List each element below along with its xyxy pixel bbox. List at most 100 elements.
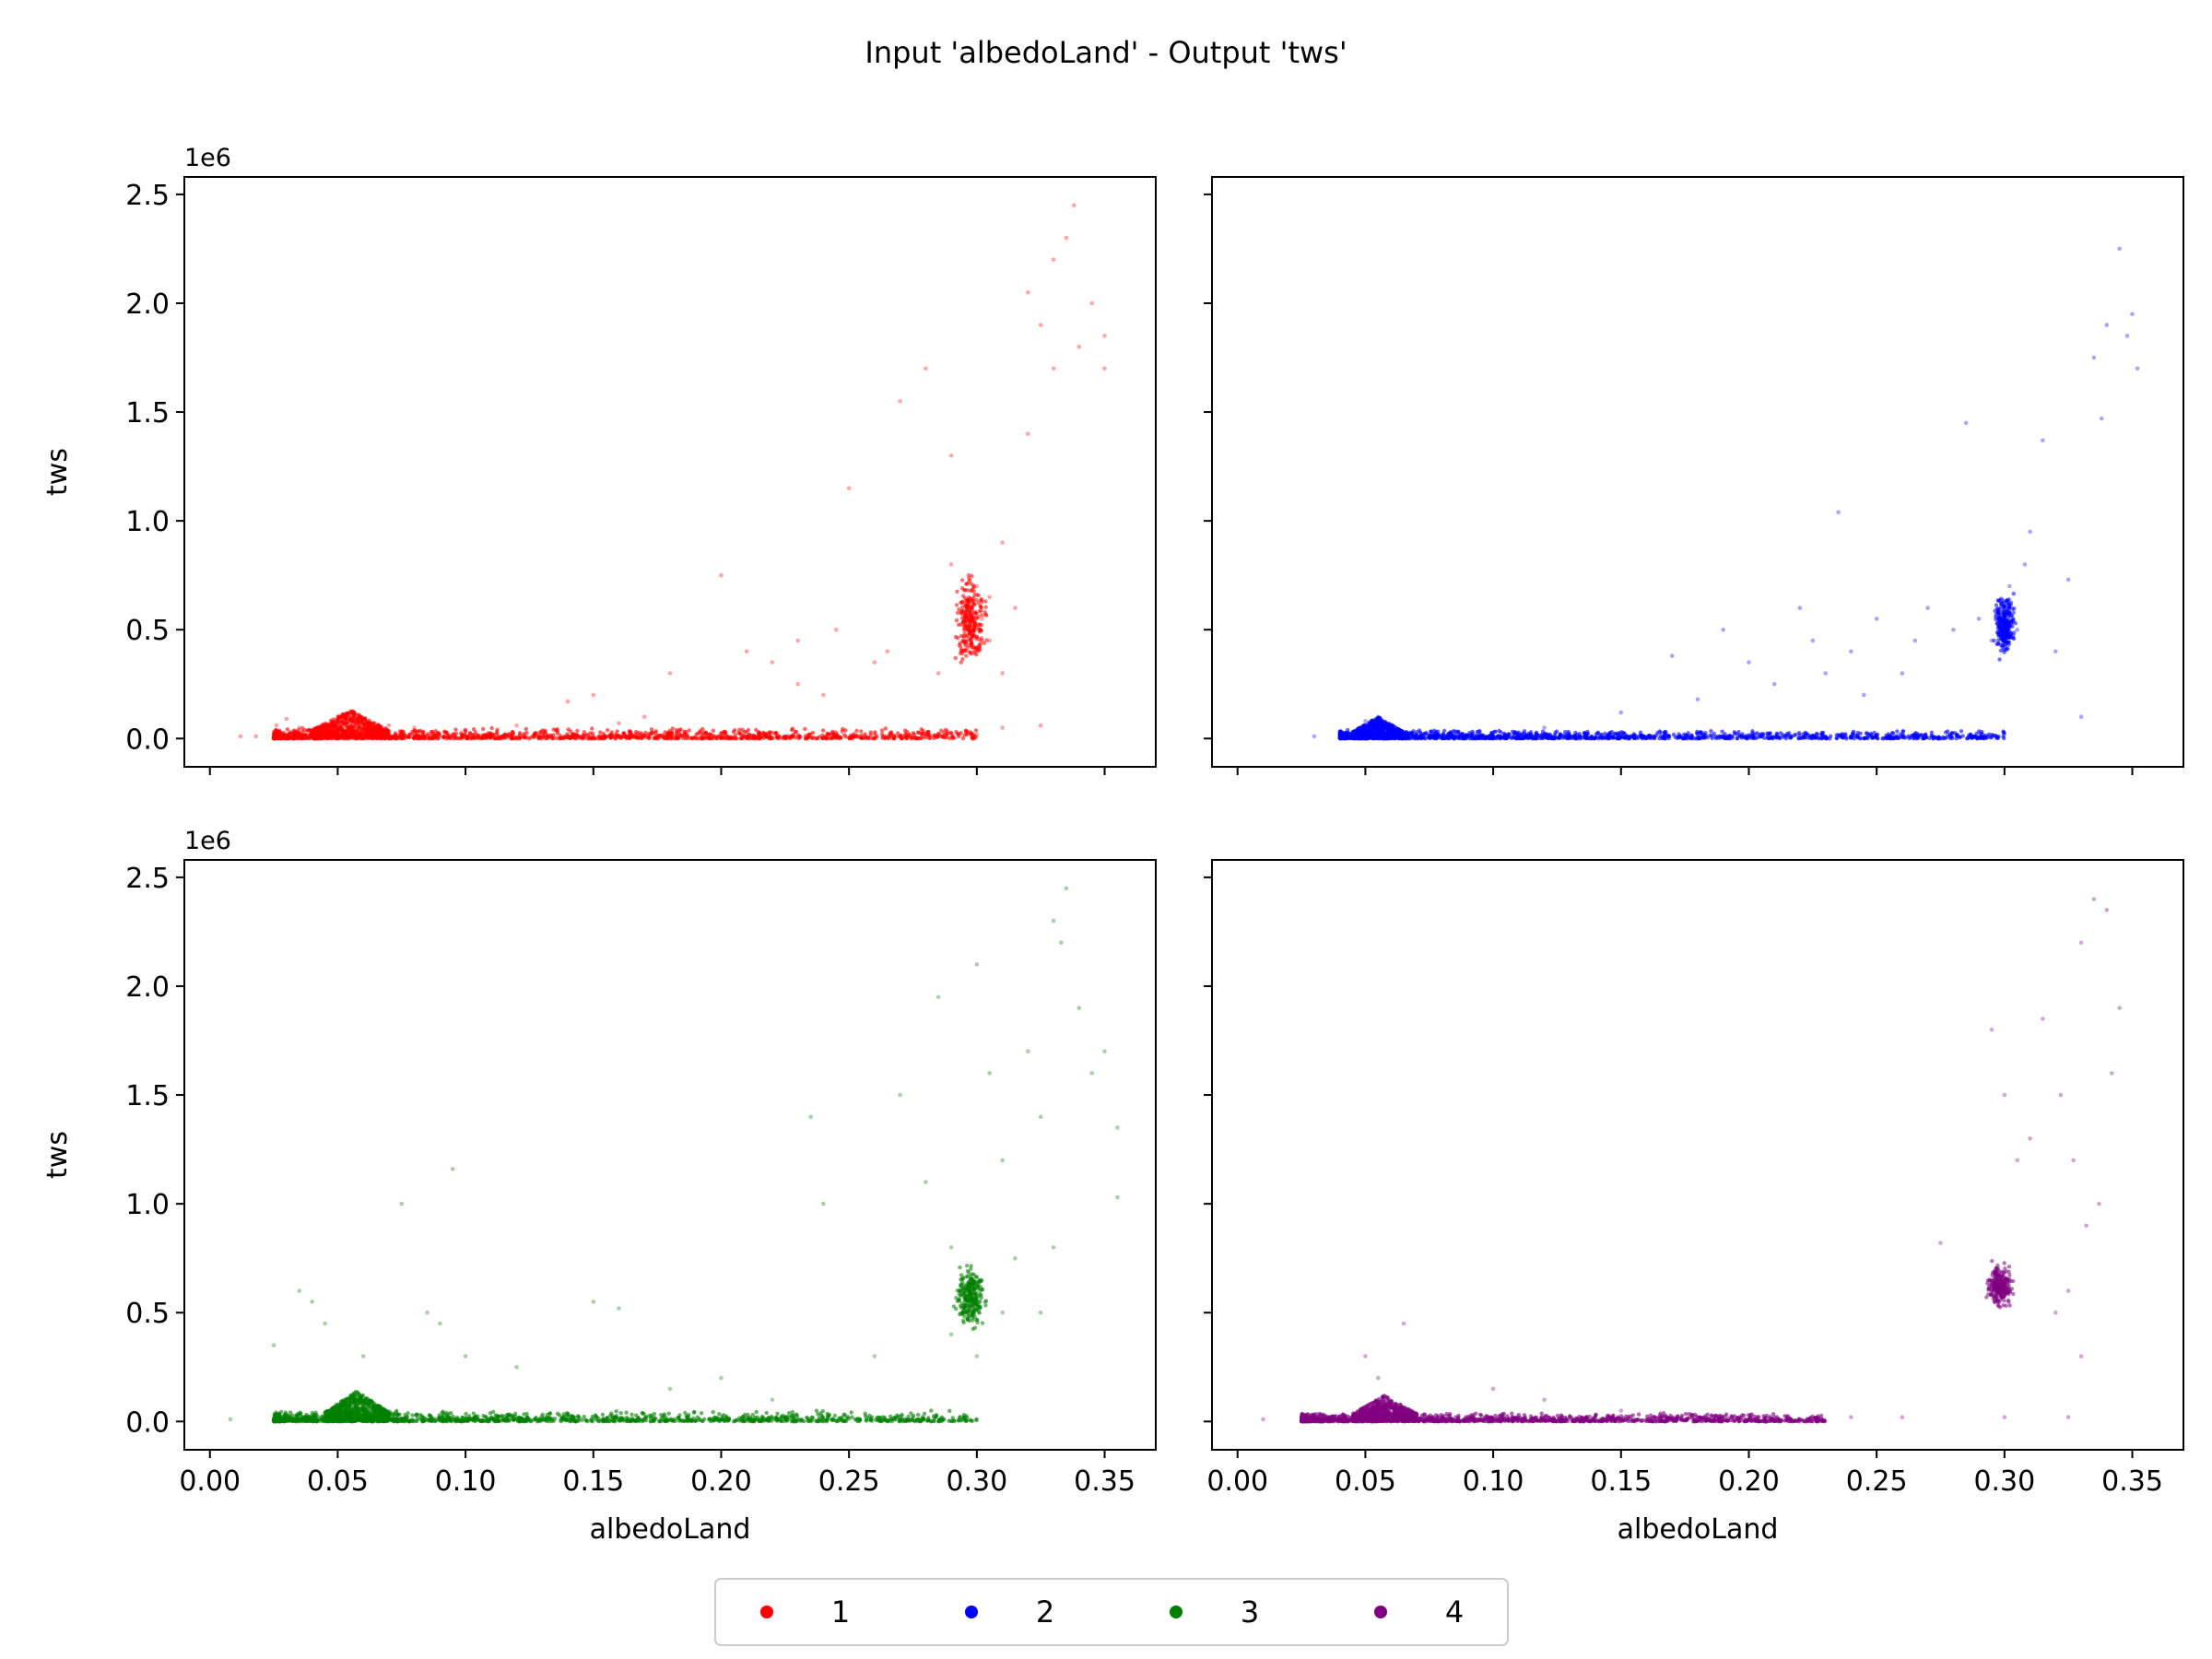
- data-point: [1337, 729, 1342, 735]
- data-point: [577, 735, 582, 740]
- data-point: [703, 730, 709, 735]
- data-point: [412, 734, 418, 739]
- data-point: [943, 727, 948, 732]
- data-point: [1441, 728, 1447, 734]
- data-point: [1000, 725, 1005, 730]
- data-point: [1797, 606, 1803, 610]
- data-point: [301, 735, 306, 739]
- data-point: [453, 727, 458, 732]
- data-point: [977, 608, 982, 614]
- data-point: [971, 733, 976, 737]
- data-point: [889, 733, 894, 737]
- data-point: [376, 734, 381, 738]
- data-point: [707, 732, 712, 736]
- data-point: [1771, 736, 1776, 741]
- data-point: [1355, 727, 1359, 732]
- data-point: [1723, 732, 1727, 736]
- data-point: [654, 734, 659, 738]
- data-point: [1786, 733, 1791, 738]
- data-point: [774, 730, 779, 735]
- data-point: [1038, 323, 1043, 327]
- data-point: [1721, 627, 1725, 632]
- data-point: [424, 735, 429, 740]
- data-point: [1892, 735, 1897, 740]
- data-point: [2013, 621, 2018, 626]
- data-point: [2078, 714, 2084, 719]
- data-point: [330, 720, 335, 725]
- figure-title: Input 'albedoLand' - Output 'tws': [865, 35, 1347, 70]
- data-point: [375, 727, 380, 732]
- data-point: [445, 734, 451, 738]
- data-point: [974, 646, 979, 651]
- data-point: [555, 727, 559, 732]
- data-point: [1506, 732, 1511, 736]
- data-point: [1394, 735, 1398, 740]
- data-point: [523, 735, 527, 740]
- data-point: [971, 632, 976, 637]
- data-point: [524, 726, 528, 732]
- data-point: [1946, 729, 1950, 734]
- data-point: [976, 593, 981, 598]
- data-point: [2008, 619, 2014, 625]
- data-point: [1976, 617, 1982, 621]
- data-point: [1618, 733, 1624, 738]
- data-point: [1312, 734, 1317, 739]
- data-point: [2006, 640, 2010, 645]
- data-point: [295, 732, 300, 736]
- data-point: [1497, 728, 1501, 734]
- data-point: [960, 735, 966, 741]
- data-point: [2004, 613, 2008, 618]
- data-point: [382, 735, 386, 740]
- data-point: [463, 728, 467, 733]
- data-point: [642, 714, 647, 719]
- data-point: [1855, 735, 1860, 740]
- data-point: [471, 727, 477, 732]
- data-point: [1808, 735, 1814, 740]
- data-point: [667, 671, 673, 676]
- data-point: [795, 638, 800, 643]
- data-point: [1611, 735, 1616, 740]
- data-point: [450, 733, 454, 737]
- data-point: [969, 644, 973, 649]
- data-point: [1051, 257, 1056, 263]
- data-point: [394, 735, 399, 740]
- data-point: [924, 366, 928, 371]
- data-point: [360, 719, 366, 724]
- data-point: [340, 733, 345, 737]
- data-point: [1477, 729, 1482, 734]
- data-point: [2028, 529, 2032, 535]
- data-point: [770, 735, 774, 740]
- data-point: [1766, 731, 1771, 736]
- data-point: [1380, 735, 1385, 740]
- data-point: [915, 730, 921, 735]
- data-point: [1495, 735, 1500, 741]
- data-point: [524, 730, 529, 735]
- data-point: [1994, 603, 1999, 607]
- data-point: [987, 594, 992, 600]
- data-point: [272, 734, 276, 738]
- data-point: [1747, 660, 1751, 665]
- data-point: [903, 728, 908, 733]
- data-point: [2006, 597, 2011, 602]
- data-point: [582, 730, 587, 735]
- data-point: [1013, 606, 1018, 610]
- data-point: [1900, 735, 1904, 739]
- data-point: [1874, 617, 1879, 621]
- data-point: [1376, 724, 1381, 729]
- data-point: [950, 734, 955, 738]
- data-point: [2015, 627, 2019, 632]
- data-point: [238, 734, 243, 739]
- data-point: [956, 610, 960, 616]
- data-point: [429, 736, 435, 741]
- data-point: [790, 726, 795, 731]
- data-point: [972, 593, 977, 598]
- data-point: [853, 734, 857, 739]
- data-point: [406, 735, 410, 739]
- data-point: [978, 641, 982, 646]
- data-point: [464, 1411, 468, 1417]
- data-point: [1817, 735, 1821, 740]
- data-point: [2005, 647, 2009, 652]
- data-point: [1735, 736, 1740, 741]
- data-point: [590, 736, 595, 741]
- data-point: [2041, 438, 2045, 443]
